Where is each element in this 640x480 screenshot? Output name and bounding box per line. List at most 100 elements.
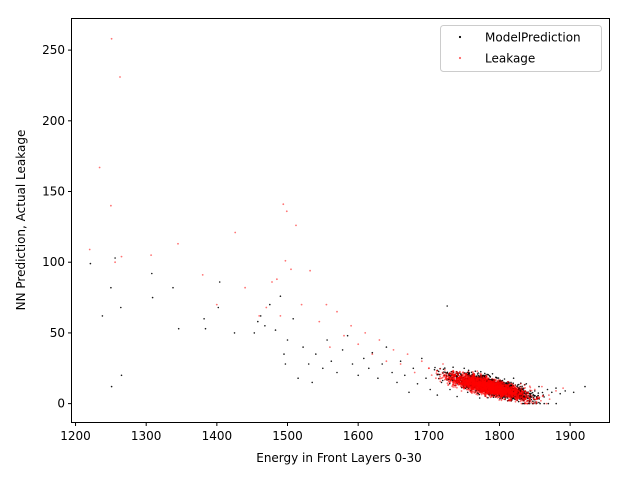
data-point [477, 394, 479, 396]
data-point [442, 363, 444, 365]
data-point [518, 388, 521, 391]
data-point [529, 399, 531, 401]
data-point [421, 357, 423, 360]
x-tick-label: 1500 [272, 429, 303, 443]
data-point [551, 391, 553, 394]
data-point [436, 370, 438, 372]
data-point [491, 391, 494, 394]
data-point [469, 388, 472, 390]
data-point [451, 381, 454, 383]
data-point [465, 379, 468, 382]
data-point [514, 388, 517, 391]
data-point [555, 387, 557, 389]
data-point [506, 383, 509, 386]
data-point [412, 367, 415, 370]
data-point [482, 379, 484, 382]
data-point [297, 377, 299, 380]
data-point [448, 372, 451, 375]
data-point [101, 315, 104, 317]
data-point [472, 380, 475, 383]
data-point [510, 390, 513, 393]
data-point [500, 396, 503, 398]
data-point [413, 371, 416, 374]
data-point [234, 231, 237, 234]
data-point [512, 388, 515, 390]
legend: ModelPrediction Leakage [440, 25, 602, 72]
data-point [110, 286, 112, 289]
data-point [463, 372, 466, 375]
data-point [462, 371, 464, 373]
data-point [435, 377, 437, 380]
y-tick-label: 50 [50, 326, 65, 340]
data-point [114, 257, 116, 259]
data-point [346, 334, 349, 337]
data-point [481, 384, 484, 387]
data-point [478, 389, 481, 392]
data-point [458, 380, 460, 383]
data-point [512, 382, 514, 385]
data-point [475, 379, 478, 381]
data-point [468, 389, 470, 391]
data-point [481, 389, 484, 392]
data-point [484, 392, 486, 395]
data-point [516, 389, 518, 391]
data-point [467, 370, 470, 373]
data-point [523, 384, 526, 386]
data-point [537, 392, 540, 394]
data-point [514, 400, 517, 403]
data-point [543, 396, 545, 398]
data-point [496, 387, 499, 389]
data-point [475, 389, 478, 391]
data-point [514, 390, 516, 393]
data-point [487, 380, 490, 382]
data-point [446, 379, 449, 382]
data-point [490, 382, 493, 385]
data-point [562, 387, 564, 389]
data-point [506, 395, 508, 398]
data-point [391, 371, 393, 374]
data-point [472, 382, 475, 384]
series-leakage [88, 37, 564, 405]
data-point [318, 320, 321, 323]
data-point [510, 383, 513, 385]
data-point [274, 329, 277, 331]
data-point [539, 402, 541, 405]
data-point [512, 395, 514, 398]
data-point [464, 372, 467, 375]
data-point [517, 393, 520, 396]
data-point [476, 370, 479, 373]
data-point [538, 397, 541, 399]
data-point [151, 296, 154, 299]
data-point [265, 306, 268, 309]
data-point [452, 370, 455, 373]
data-point [462, 378, 464, 380]
data-point [530, 392, 532, 395]
data-point [526, 402, 529, 405]
data-point [497, 377, 500, 379]
data-point [283, 353, 285, 355]
data-point [425, 377, 427, 380]
data-point [494, 378, 497, 381]
data-point [498, 399, 501, 401]
data-point [500, 385, 503, 387]
data-point [300, 303, 303, 306]
data-point [564, 390, 566, 392]
data-point [467, 379, 470, 382]
data-point [484, 377, 487, 380]
data-point [526, 391, 529, 394]
data-point [510, 394, 513, 397]
data-point [526, 396, 528, 399]
data-point [480, 391, 482, 394]
data-point [502, 393, 505, 396]
data-point [535, 401, 538, 404]
data-point [508, 383, 511, 385]
data-point [483, 389, 486, 391]
data-point [444, 369, 446, 371]
data-point [531, 395, 533, 398]
data-point [385, 360, 388, 363]
data-point [495, 376, 497, 379]
data-point [473, 373, 476, 375]
data-point [120, 374, 123, 377]
data-point [529, 395, 532, 398]
data-point [538, 401, 540, 404]
